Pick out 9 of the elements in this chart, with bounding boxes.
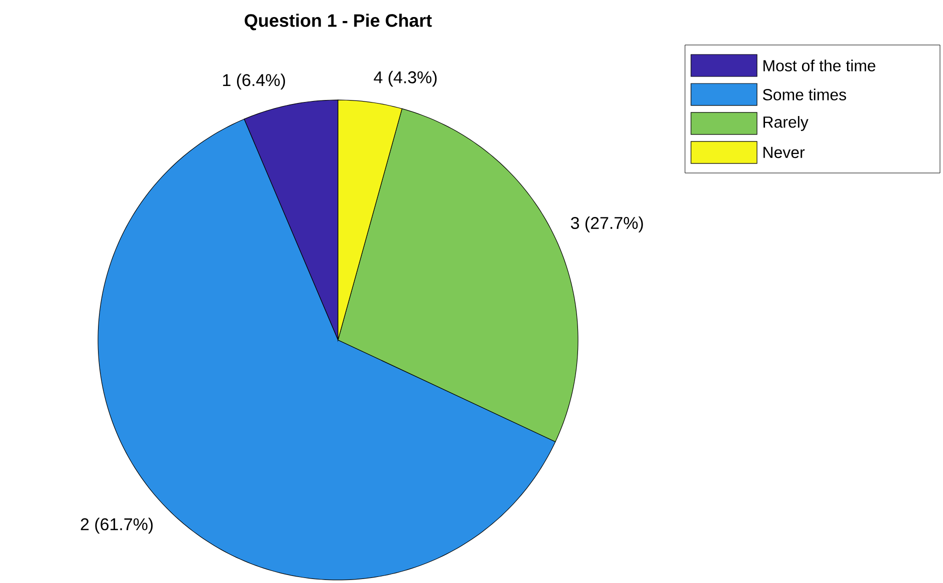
data-label: 4 (4.3%): [374, 70, 437, 87]
legend-label: Most of the time: [764, 60, 876, 72]
chart-title: Question 1 - Pie Chart: [244, 14, 432, 30]
data-label: 2 (61.7%): [80, 518, 153, 534]
legend-label: Rarely: [764, 116, 808, 131]
legend-label: Some times: [762, 88, 846, 100]
data-label: 3 (27.7%): [570, 216, 643, 232]
legend-label: Never: [764, 146, 805, 158]
data-label: 1 (6.4%): [223, 74, 285, 90]
